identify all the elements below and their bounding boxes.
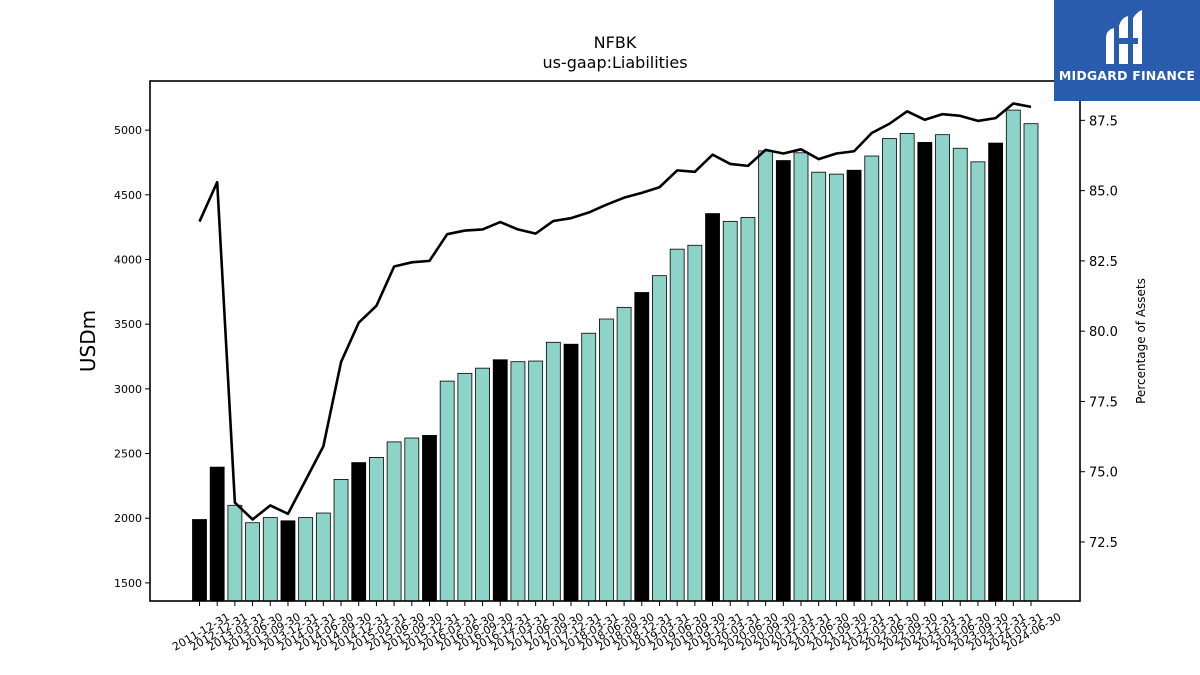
bar xyxy=(775,160,791,602)
bar xyxy=(899,132,915,602)
bar xyxy=(510,361,526,602)
bar xyxy=(669,248,685,602)
bar xyxy=(970,161,986,602)
bar xyxy=(917,142,933,602)
y2-axis-label: Percentage of Assets xyxy=(1134,278,1148,404)
bar xyxy=(988,142,1004,602)
y-tick-label: 4000 xyxy=(114,254,142,267)
bar xyxy=(1005,109,1021,602)
bar xyxy=(882,138,897,602)
logo-text: MIDGARD FINANCE xyxy=(1058,68,1196,83)
midgard-finance-logo: MIDGARD FINANCE xyxy=(1054,0,1200,101)
y-tick-label: 3500 xyxy=(114,318,142,331)
percentage-line xyxy=(198,102,1032,521)
bar xyxy=(369,457,384,602)
bar xyxy=(1023,123,1039,602)
y-tick-label: 5000 xyxy=(114,124,142,137)
bar xyxy=(298,517,314,602)
axes-layer: 1500 2000 2500 3000 3500 4000 4500 5000 72.5 75.0… xyxy=(114,114,1118,653)
y2-tick-label: 77.5 xyxy=(1089,395,1118,410)
y-tick-label: 1500 xyxy=(114,577,142,590)
bar xyxy=(599,318,614,602)
bar xyxy=(740,217,756,602)
bar xyxy=(457,372,473,602)
bar xyxy=(545,341,561,602)
y2-tick-label: 80.0 xyxy=(1089,325,1118,340)
y-tick-label: 2000 xyxy=(114,512,142,525)
bar xyxy=(616,306,632,602)
line-layer xyxy=(198,102,1032,521)
plot-frame xyxy=(149,80,1081,602)
bar xyxy=(227,504,243,602)
chart-title: NFBK xyxy=(594,33,637,52)
bar xyxy=(864,155,880,602)
bar xyxy=(422,435,437,602)
bar xyxy=(705,213,720,602)
bar xyxy=(439,380,455,602)
bar xyxy=(386,441,402,602)
bar xyxy=(935,134,950,602)
bar xyxy=(528,360,544,602)
bar xyxy=(280,520,296,602)
bar xyxy=(315,512,331,602)
bar xyxy=(793,152,809,602)
y2-tick-label: 85.0 xyxy=(1089,185,1118,200)
bar xyxy=(404,437,420,602)
bar xyxy=(475,367,490,602)
bar xyxy=(952,147,968,602)
y2-tick-label: 72.5 xyxy=(1089,536,1118,551)
bar xyxy=(351,462,367,602)
y-axis-label: USDm xyxy=(76,310,100,372)
y-tick-label: 2500 xyxy=(114,448,142,461)
bar xyxy=(687,244,703,602)
y2-tick-label: 87.5 xyxy=(1089,114,1118,129)
bar xyxy=(262,517,278,602)
y2-tick-label: 75.0 xyxy=(1089,466,1118,481)
bar xyxy=(846,169,862,602)
bar xyxy=(192,519,207,602)
bar xyxy=(634,292,650,602)
bar xyxy=(209,466,225,602)
bar xyxy=(245,522,260,602)
midgard-logo-icon xyxy=(1106,10,1142,64)
bar xyxy=(811,171,827,602)
y-tick-label: 3000 xyxy=(114,383,142,396)
bars-layer xyxy=(192,109,1039,602)
y2-tick-label: 82.5 xyxy=(1089,255,1118,270)
bar xyxy=(722,220,738,602)
bar xyxy=(333,479,349,602)
bar xyxy=(652,275,667,602)
bar xyxy=(581,332,597,602)
bar xyxy=(492,359,508,602)
bar xyxy=(758,150,774,602)
y-tick-label: 4500 xyxy=(114,189,142,202)
bar xyxy=(828,173,844,602)
chart-subtitle: us-gaap:Liabilities xyxy=(542,53,687,72)
bar xyxy=(563,343,579,602)
